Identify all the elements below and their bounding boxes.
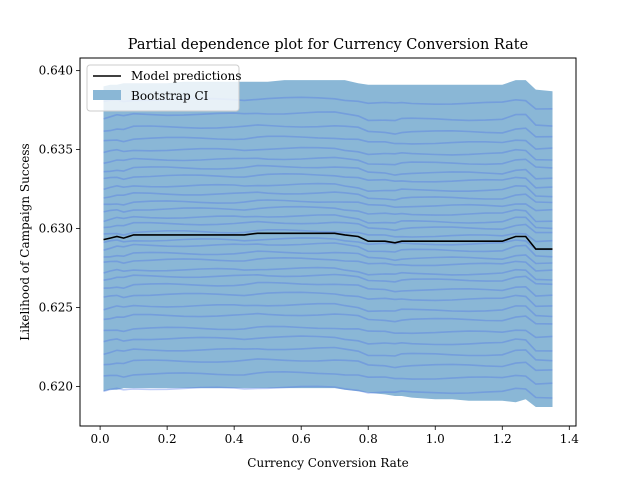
x-tick-label: 0.2 <box>158 432 177 446</box>
ci-band <box>103 80 553 407</box>
chart-title: Partial dependence plot for Currency Con… <box>128 37 528 53</box>
x-tick-label: 1.4 <box>560 432 579 446</box>
bootstrap-line <box>103 182 553 198</box>
x-tick-label: 0.6 <box>292 432 311 446</box>
bootstrap-line <box>103 124 553 138</box>
bootstrap-line <box>103 214 553 230</box>
bootstrap-line <box>103 256 553 272</box>
x-tick-label: 0.8 <box>359 432 378 446</box>
bootstrap-line <box>103 346 553 362</box>
bootstrap-line <box>103 370 553 385</box>
bootstrap-line <box>103 172 553 189</box>
bootstrap-line <box>103 335 553 352</box>
y-tick-label: 0.625 <box>39 301 73 315</box>
bootstrap-line <box>103 312 553 325</box>
bootstrap-line <box>103 135 553 150</box>
y-tick-label: 0.630 <box>39 222 73 236</box>
y-axis: 0.620 0.625 0.630 0.635 0.640 <box>39 64 80 394</box>
bootstrap-line <box>103 111 553 127</box>
y-tick-label: 0.620 <box>39 380 73 394</box>
bootstrap-line <box>103 250 553 265</box>
y-tick-label: 0.640 <box>39 64 73 78</box>
bootstrap-line <box>103 358 553 372</box>
bootstrap-line <box>103 164 553 180</box>
x-axis: 0.0 0.2 0.4 0.6 0.8 1.0 1.2 1.4 <box>91 426 579 446</box>
legend-label-ci: Bootstrap CI <box>131 89 209 103</box>
x-axis-label: Currency Conversion Rate <box>247 456 408 470</box>
x-tick-label: 0.4 <box>225 432 244 446</box>
bootstrap-line <box>103 242 553 258</box>
bootstrap-line <box>103 281 553 297</box>
bootstrap-line <box>103 229 553 243</box>
bootstrap-line <box>103 266 553 281</box>
bootstrap-line <box>103 220 553 234</box>
bootstrap-line <box>103 325 553 339</box>
bootstrap-line <box>103 199 553 212</box>
x-tick-label: 1.2 <box>493 432 512 446</box>
bootstrap-line <box>103 146 553 161</box>
legend: Model predictions Bootstrap CI <box>86 64 241 112</box>
bootstrap-line <box>103 291 553 308</box>
bootstrap-line <box>103 237 553 251</box>
y-axis-label: Likelihood of Campaign Success <box>18 143 32 340</box>
plot-frame <box>79 57 577 427</box>
y-tick-label: 0.635 <box>39 143 73 157</box>
x-tick-label: 0.0 <box>91 432 110 446</box>
bootstrap-line <box>103 205 553 223</box>
x-tick-label: 1.0 <box>426 432 445 446</box>
bootstrap-line <box>103 191 553 204</box>
legend-box <box>86 64 240 112</box>
legend-ci-swatch <box>93 90 121 100</box>
bootstrap-line <box>103 385 553 399</box>
bootstrap-line <box>103 156 553 169</box>
series-line-model-predictions <box>103 232 553 250</box>
plot-area <box>103 80 553 407</box>
legend-label-model: Model predictions <box>131 69 241 83</box>
bootstrap-line <box>103 302 553 318</box>
bootstrap-line <box>103 273 553 286</box>
